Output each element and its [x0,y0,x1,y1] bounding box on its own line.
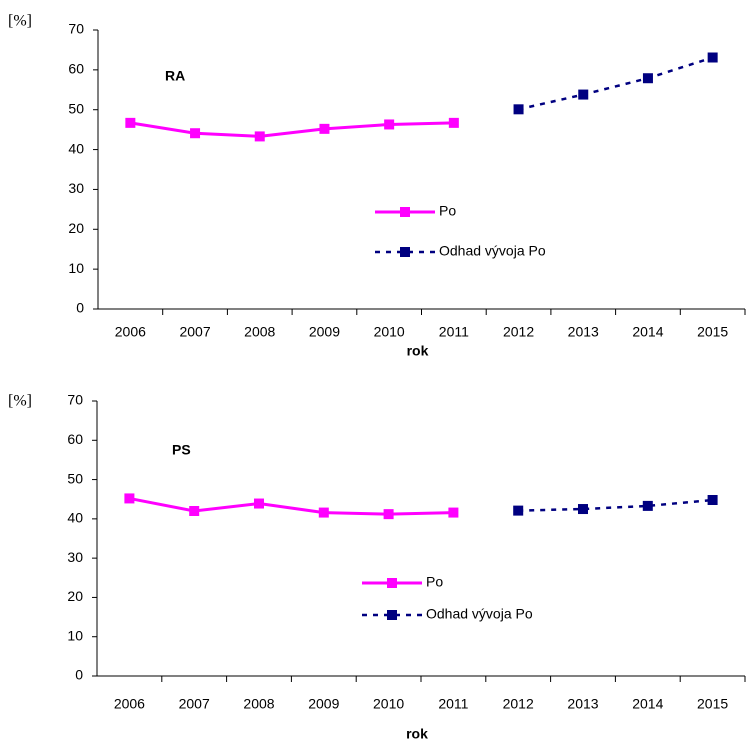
marker [319,123,330,134]
annotation: PS [172,442,191,458]
x-tick-label: 2012 [503,696,534,712]
x-tick-label: 2008 [244,324,275,340]
x-tick-label: 2015 [697,696,728,712]
x-tick-label: 2012 [503,324,534,340]
legend-marker [400,247,410,257]
x-tick-label: 2009 [309,324,340,340]
marker [513,505,524,516]
legend-marker [387,578,397,588]
marker [448,117,459,128]
x-axis-label: rok [407,343,429,359]
y-tick-label: 0 [76,300,84,316]
y-axis-label: [%] [8,393,32,410]
legend-marker [387,610,397,620]
marker [578,89,589,100]
series-line [518,498,713,512]
marker [125,117,136,128]
y-tick-label: 70 [68,21,84,37]
y-tick-label: 40 [67,510,83,526]
x-tick-label: 2014 [632,324,663,340]
marker [254,498,264,509]
marker [124,493,135,504]
y-tick-label: 60 [67,431,83,447]
y-tick-label: 60 [68,61,84,77]
x-tick-label: 2007 [179,696,210,712]
marker [642,500,653,511]
legend-label: Odhad vývoja Po [426,606,533,622]
x-tick-label: 2009 [308,696,339,712]
marker [384,119,395,130]
x-tick-label: 2006 [115,324,146,340]
x-tick-label: 2014 [632,696,663,712]
y-tick-label: 10 [68,260,84,276]
marker [707,495,718,505]
marker [707,52,718,63]
series-line [129,496,454,516]
y-tick-label: 0 [75,667,83,683]
y-tick-label: 40 [68,140,84,156]
marker [448,507,459,518]
annotation: RA [165,68,185,84]
marker [383,509,394,520]
x-tick-label: 2008 [243,696,274,712]
y-tick-label: 50 [68,100,84,116]
marker [254,131,265,142]
marker [189,506,200,516]
legend-label: Odhad vývoja Po [439,243,546,259]
y-tick-label: 50 [67,470,83,486]
legend-label: Po [439,203,456,219]
x-tick-label: 2011 [438,696,468,712]
y-axis-label: [%] [8,13,32,30]
y-tick-label: 70 [67,392,83,408]
x-tick-label: 2010 [373,696,404,712]
marker [642,73,653,84]
y-tick-label: 30 [67,549,83,565]
legend-label: Po [426,574,443,590]
y-tick-label: 10 [67,627,83,643]
y-tick-label: 20 [68,220,84,236]
x-tick-label: 2015 [697,324,728,340]
x-tick-label: 2013 [567,696,598,712]
marker [190,128,201,139]
x-tick-label: 2007 [179,324,210,340]
series-line [518,56,714,111]
marker [318,507,329,518]
y-tick-label: 30 [68,180,84,196]
x-tick-label: 2011 [439,324,469,340]
series-line [130,121,454,138]
legend-marker [400,207,410,217]
x-tick-label: 2013 [568,324,599,340]
x-axis-label: rok [406,726,428,742]
x-tick-label: 2006 [114,696,145,712]
marker [513,104,524,115]
x-tick-label: 2010 [374,324,405,340]
marker [578,504,588,515]
y-tick-label: 20 [67,588,83,604]
